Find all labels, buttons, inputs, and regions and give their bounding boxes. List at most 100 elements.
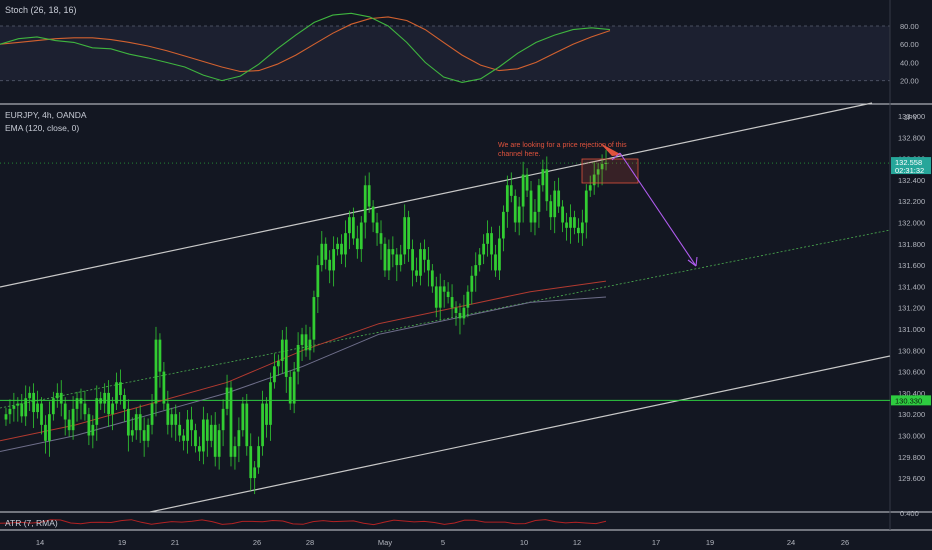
stoch-y-tick-label: 60.00 bbox=[900, 40, 919, 49]
candle-body bbox=[265, 403, 268, 425]
candle-body bbox=[269, 382, 272, 425]
candle-body bbox=[596, 169, 600, 175]
y-tick-label: 131.000 bbox=[898, 325, 925, 334]
x-tick-label: 24 bbox=[787, 538, 795, 547]
candle-body bbox=[292, 371, 296, 404]
candle-body bbox=[146, 424, 150, 441]
candle-body bbox=[253, 467, 257, 479]
candle-body bbox=[391, 249, 395, 255]
x-tick-label: 14 bbox=[36, 538, 44, 547]
y-tick-label: 129.800 bbox=[898, 453, 925, 462]
candle-body bbox=[577, 227, 580, 234]
y-tick-label: 130.600 bbox=[898, 368, 925, 377]
x-tick-label: 19 bbox=[706, 538, 714, 547]
candle-body bbox=[395, 254, 399, 266]
y-tick-label: 131.400 bbox=[898, 282, 925, 291]
candle-body bbox=[158, 339, 162, 372]
candle-body bbox=[537, 185, 541, 212]
x-tick-label: May bbox=[378, 538, 392, 547]
candle-body bbox=[205, 419, 209, 441]
candle-body bbox=[348, 217, 351, 234]
stoch-title: Stoch (26, 18, 16) bbox=[5, 5, 77, 15]
candle-body bbox=[8, 408, 12, 415]
y-tick-label: 129.600 bbox=[898, 474, 925, 483]
candle-body bbox=[316, 265, 320, 298]
candle-body bbox=[107, 392, 110, 415]
candle-body bbox=[138, 414, 142, 431]
candle-body bbox=[32, 392, 35, 413]
candle-body bbox=[174, 414, 178, 425]
y-tick-label: 132.400 bbox=[898, 176, 925, 185]
candle-body bbox=[36, 403, 39, 413]
candle-body bbox=[458, 313, 462, 319]
candle-body bbox=[340, 243, 343, 255]
candle-body bbox=[75, 398, 79, 409]
candle-body bbox=[498, 238, 501, 271]
channel-upper-line bbox=[0, 102, 873, 288]
y-tick-label: 132.200 bbox=[898, 197, 925, 206]
candle-body bbox=[123, 395, 126, 409]
candle-body bbox=[284, 339, 288, 377]
y-tick-label: 130.400 bbox=[898, 389, 925, 398]
candle-body bbox=[296, 344, 300, 372]
candle-body bbox=[351, 217, 355, 239]
candle-body bbox=[383, 243, 387, 271]
countdown-badge-value: 02:31:32 bbox=[895, 166, 924, 175]
candle-body bbox=[533, 211, 537, 223]
candle-body bbox=[71, 408, 75, 431]
candle-body bbox=[521, 174, 525, 207]
level-badge bbox=[891, 395, 931, 406]
candle-body bbox=[517, 206, 521, 223]
x-tick-label: 12 bbox=[573, 538, 581, 547]
candle-body bbox=[502, 211, 505, 239]
projection-arrow bbox=[619, 152, 697, 267]
candle-body bbox=[221, 408, 225, 431]
candle-body bbox=[557, 190, 561, 207]
candle-body bbox=[126, 408, 130, 436]
candle-body bbox=[4, 414, 8, 420]
candle-body bbox=[561, 206, 564, 223]
x-tick-label: 26 bbox=[841, 538, 849, 547]
candle-body bbox=[411, 249, 414, 271]
candle-body bbox=[371, 206, 375, 223]
projection-arrowhead-icon bbox=[687, 256, 698, 267]
candle-body bbox=[16, 403, 20, 406]
candle-body bbox=[154, 339, 158, 404]
candle-body bbox=[166, 403, 170, 425]
candle-body bbox=[261, 403, 264, 447]
candle-body bbox=[470, 275, 474, 292]
candle-body bbox=[24, 398, 28, 417]
candle-body bbox=[213, 424, 217, 457]
candle-body bbox=[387, 249, 391, 271]
y-tick-label: 130.200 bbox=[898, 410, 925, 419]
candle-body bbox=[344, 233, 347, 255]
x-tick-label: 10 bbox=[520, 538, 528, 547]
candle-body bbox=[201, 419, 205, 452]
candle-body bbox=[194, 430, 197, 447]
x-tick-label: 17 bbox=[652, 538, 660, 547]
candle-body bbox=[59, 392, 63, 404]
candle-body bbox=[573, 217, 576, 228]
annotation-note: We are looking for a price rejection of … bbox=[498, 142, 627, 158]
candle-body bbox=[434, 286, 438, 308]
candle-body bbox=[312, 297, 316, 340]
candle-body bbox=[604, 162, 608, 164]
price-badge-value: 132.558 bbox=[895, 158, 922, 167]
candle-body bbox=[225, 387, 229, 409]
candle-body bbox=[182, 435, 186, 441]
atr-line bbox=[0, 519, 607, 526]
channel-lower-line bbox=[149, 355, 891, 513]
candle-body bbox=[273, 366, 276, 383]
candle-body bbox=[415, 270, 418, 276]
candle-body bbox=[549, 201, 553, 218]
candle-body bbox=[217, 430, 221, 457]
candle-body bbox=[375, 222, 379, 234]
candle-body bbox=[580, 222, 584, 234]
candle-body bbox=[565, 222, 568, 228]
candle-body bbox=[229, 387, 233, 457]
atr-y-tick-label: 0.400 bbox=[900, 509, 919, 518]
candle-body bbox=[336, 243, 339, 250]
ema-120-line bbox=[0, 280, 607, 442]
